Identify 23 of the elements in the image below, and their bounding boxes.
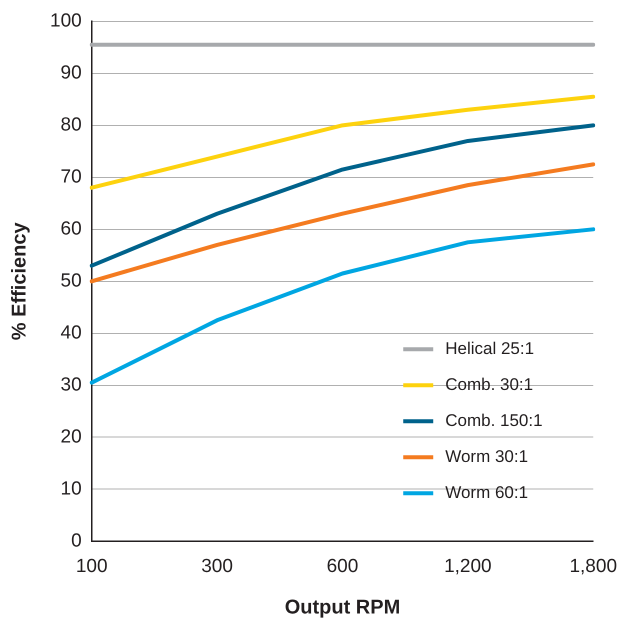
x-tick-label: 1,200: [444, 556, 492, 577]
x-tick-label: 1,800: [569, 556, 617, 577]
legend-label: Comb. 150:1: [445, 410, 543, 430]
y-tick-label: 70: [60, 166, 82, 188]
legend-label: Comb. 30:1: [445, 374, 534, 394]
y-tick-label: 60: [60, 218, 82, 240]
y-axis-title: % Efficiency: [8, 222, 31, 340]
y-tick-label: 50: [60, 270, 82, 292]
y-tick-label: 100: [50, 10, 82, 32]
y-tick-label: 0: [71, 530, 82, 552]
y-tick-label: 40: [60, 322, 82, 344]
x-axis-title: Output RPM: [284, 596, 400, 619]
x-tick-label: 300: [201, 556, 233, 577]
x-tick-label: 100: [76, 556, 108, 577]
legend-label: Helical 25:1: [445, 338, 534, 358]
y-tick-label: 20: [60, 426, 82, 448]
legend-label: Worm 60:1: [445, 482, 528, 502]
x-tick-label: 600: [326, 556, 358, 577]
y-tick-label: 90: [60, 62, 82, 84]
y-tick-label: 10: [60, 478, 82, 500]
legend-label: Worm 30:1: [445, 446, 528, 466]
y-tick-label: 30: [60, 374, 82, 396]
y-tick-label: 80: [60, 114, 82, 136]
